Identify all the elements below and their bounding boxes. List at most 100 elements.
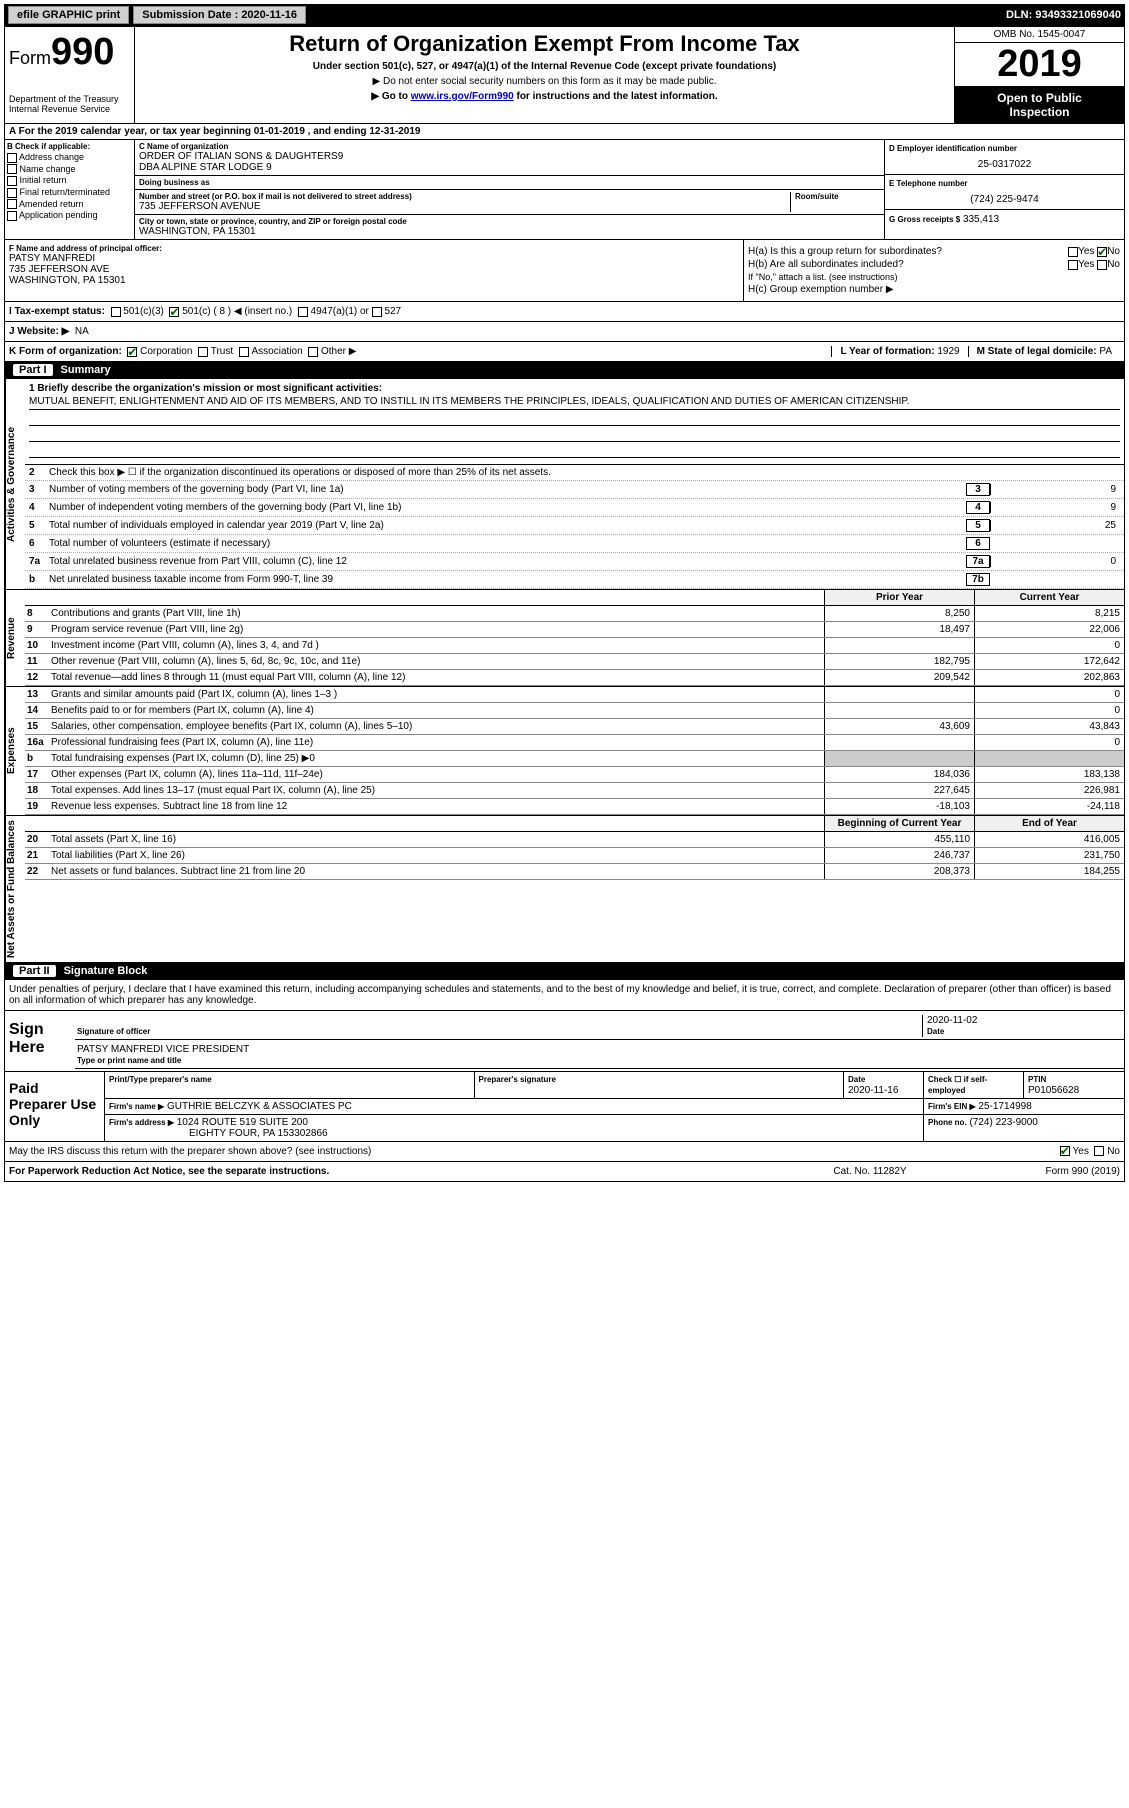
line-8: Contributions and grants (Part VIII, lin… bbox=[49, 606, 824, 621]
open-inspection: Open to Public Inspection bbox=[955, 87, 1124, 123]
prior-year-hdr: Prior Year bbox=[824, 590, 974, 605]
hb-no[interactable] bbox=[1097, 260, 1107, 270]
line-12-cy: 202,863 bbox=[974, 670, 1124, 685]
chk-trust[interactable] bbox=[198, 347, 208, 357]
chk-self-employed[interactable]: Check ☐ if self-employed bbox=[928, 1075, 987, 1095]
line-15: Salaries, other compensation, employee b… bbox=[49, 719, 824, 734]
city-label: City or town, state or province, country… bbox=[139, 217, 880, 226]
line-3-val: 9 bbox=[990, 484, 1120, 495]
activities-governance: Activities & Governance 1 Briefly descri… bbox=[4, 379, 1125, 590]
line-4: Number of independent voting members of … bbox=[49, 502, 962, 513]
line-4-val: 9 bbox=[990, 502, 1120, 513]
subtitle-2: ▶ Do not enter social security numbers o… bbox=[139, 76, 950, 87]
officer-addr1: 735 JEFFERSON AVE bbox=[9, 264, 739, 275]
line-5: Total number of individuals employed in … bbox=[49, 520, 962, 531]
irs-link[interactable]: www.irs.gov/Form990 bbox=[411, 91, 514, 102]
hb-yes[interactable] bbox=[1068, 260, 1078, 270]
line-13-cy: 0 bbox=[974, 687, 1124, 702]
officer-printed-name: PATSY MANFREDI VICE PRESIDENT bbox=[77, 1044, 249, 1055]
chk-association[interactable] bbox=[239, 347, 249, 357]
vtab-expenses: Expenses bbox=[5, 687, 25, 815]
line-2: Check this box ▶ ☐ if the organization d… bbox=[49, 467, 1120, 478]
line-22-cy: 184,255 bbox=[974, 864, 1124, 879]
chk-initial-return[interactable] bbox=[7, 176, 17, 186]
ha-label: H(a) Is this a group return for subordin… bbox=[748, 246, 1068, 257]
addr-label: Number and street (or P.O. box if mail i… bbox=[139, 192, 790, 201]
chk-address-change[interactable] bbox=[7, 153, 17, 163]
line-15-cy: 43,843 bbox=[974, 719, 1124, 734]
line-10-py bbox=[824, 638, 974, 653]
chk-corporation[interactable] bbox=[127, 347, 137, 357]
tax-exempt-row: I Tax-exempt status: 501(c)(3) 501(c) ( … bbox=[4, 302, 1125, 322]
line-19-py: -18,103 bbox=[824, 799, 974, 814]
line-15-py: 43,609 bbox=[824, 719, 974, 734]
line-10-cy: 0 bbox=[974, 638, 1124, 653]
k-row: K Form of organization: Corporation Trus… bbox=[4, 342, 1125, 362]
line-14: Benefits paid to or for members (Part IX… bbox=[49, 703, 824, 718]
part-1-header: Part ISummary bbox=[4, 362, 1125, 379]
line-21: Total liabilities (Part X, line 26) bbox=[49, 848, 824, 863]
chk-4947[interactable] bbox=[298, 307, 308, 317]
gross-receipts-label: G Gross receipts $ bbox=[889, 215, 960, 224]
chk-501c[interactable] bbox=[169, 307, 179, 317]
line-5-val: 25 bbox=[990, 520, 1120, 531]
efile-print-button[interactable]: efile GRAPHIC print bbox=[8, 6, 129, 24]
line-18-py: 227,645 bbox=[824, 783, 974, 798]
eoy-hdr: End of Year bbox=[974, 816, 1124, 831]
line-13: Grants and similar amounts paid (Part IX… bbox=[49, 687, 824, 702]
chk-527[interactable] bbox=[372, 307, 382, 317]
line-13-py bbox=[824, 687, 974, 702]
line-22: Net assets or fund balances. Subtract li… bbox=[49, 864, 824, 879]
officer-name: PATSY MANFREDI bbox=[9, 253, 739, 264]
line-21-cy: 231,750 bbox=[974, 848, 1124, 863]
top-bar: efile GRAPHIC print Submission Date : 20… bbox=[4, 4, 1125, 26]
ha-no[interactable] bbox=[1097, 247, 1107, 257]
room-label: Room/suite bbox=[795, 192, 880, 201]
row-a-tax-year: A For the 2019 calendar year, or tax yea… bbox=[4, 124, 1125, 140]
line-16a-cy: 0 bbox=[974, 735, 1124, 750]
chk-501c3[interactable] bbox=[111, 307, 121, 317]
chk-name-change[interactable] bbox=[7, 164, 17, 174]
line-6: Total number of volunteers (estimate if … bbox=[49, 538, 962, 549]
org-name-1: ORDER OF ITALIAN SONS & DAUGHTERS9 bbox=[139, 151, 880, 162]
chk-amended[interactable] bbox=[7, 199, 17, 209]
line-10: Investment income (Part VIII, column (A)… bbox=[49, 638, 824, 653]
chk-final-return[interactable] bbox=[7, 188, 17, 198]
line-7a-val: 0 bbox=[990, 556, 1120, 567]
firm-name: GUTHRIE BELCZYK & ASSOCIATES PC bbox=[167, 1101, 352, 1112]
ein-value: 25-0317022 bbox=[889, 159, 1120, 170]
chk-other[interactable] bbox=[308, 347, 318, 357]
discuss-row: May the IRS discuss this return with the… bbox=[4, 1142, 1125, 1162]
part-2-header: Part IISignature Block bbox=[4, 963, 1125, 980]
firm-ein: 25-1714998 bbox=[978, 1101, 1031, 1112]
line-12: Total revenue—add lines 8 through 11 (mu… bbox=[49, 670, 824, 685]
sig-date: 2020-11-02 bbox=[927, 1015, 977, 1026]
line-18: Total expenses. Add lines 13–17 (must eq… bbox=[49, 783, 824, 798]
discuss-yes[interactable] bbox=[1060, 1146, 1070, 1156]
ein-label: D Employer identification number bbox=[889, 144, 1120, 153]
line-9: Program service revenue (Part VIII, line… bbox=[49, 622, 824, 637]
line-18-cy: 226,981 bbox=[974, 783, 1124, 798]
line-21-py: 246,737 bbox=[824, 848, 974, 863]
current-year-hdr: Current Year bbox=[974, 590, 1124, 605]
line-14-cy: 0 bbox=[974, 703, 1124, 718]
chk-application-pending[interactable] bbox=[7, 211, 17, 221]
ha-yes[interactable] bbox=[1068, 247, 1078, 257]
cat-no: Cat. No. 11282Y bbox=[770, 1166, 970, 1177]
officer-group-block: F Name and address of principal officer:… bbox=[4, 240, 1125, 302]
vtab-governance: Activities & Governance bbox=[5, 379, 25, 589]
expenses-section: Expenses 13Grants and similar amounts pa… bbox=[4, 687, 1125, 816]
line-20-cy: 416,005 bbox=[974, 832, 1124, 847]
line-17-cy: 183,138 bbox=[974, 767, 1124, 782]
hc-label: H(c) Group exemption number ▶ bbox=[748, 284, 1120, 295]
city-state-zip: WASHINGTON, PA 15301 bbox=[139, 226, 880, 237]
submission-date: Submission Date : 2020-11-16 bbox=[133, 6, 306, 24]
discuss-no[interactable] bbox=[1094, 1146, 1104, 1156]
line-9-py: 18,497 bbox=[824, 622, 974, 637]
line-11: Other revenue (Part VIII, column (A), li… bbox=[49, 654, 824, 669]
line-9-cy: 22,006 bbox=[974, 622, 1124, 637]
subtitle-3: ▶ Go to www.irs.gov/Form990 for instruct… bbox=[139, 91, 950, 102]
dln: DLN: 93493321069040 bbox=[1006, 9, 1121, 21]
dept-treasury: Department of the Treasury Internal Reve… bbox=[9, 94, 130, 114]
state-domicile: PA bbox=[1099, 346, 1112, 357]
